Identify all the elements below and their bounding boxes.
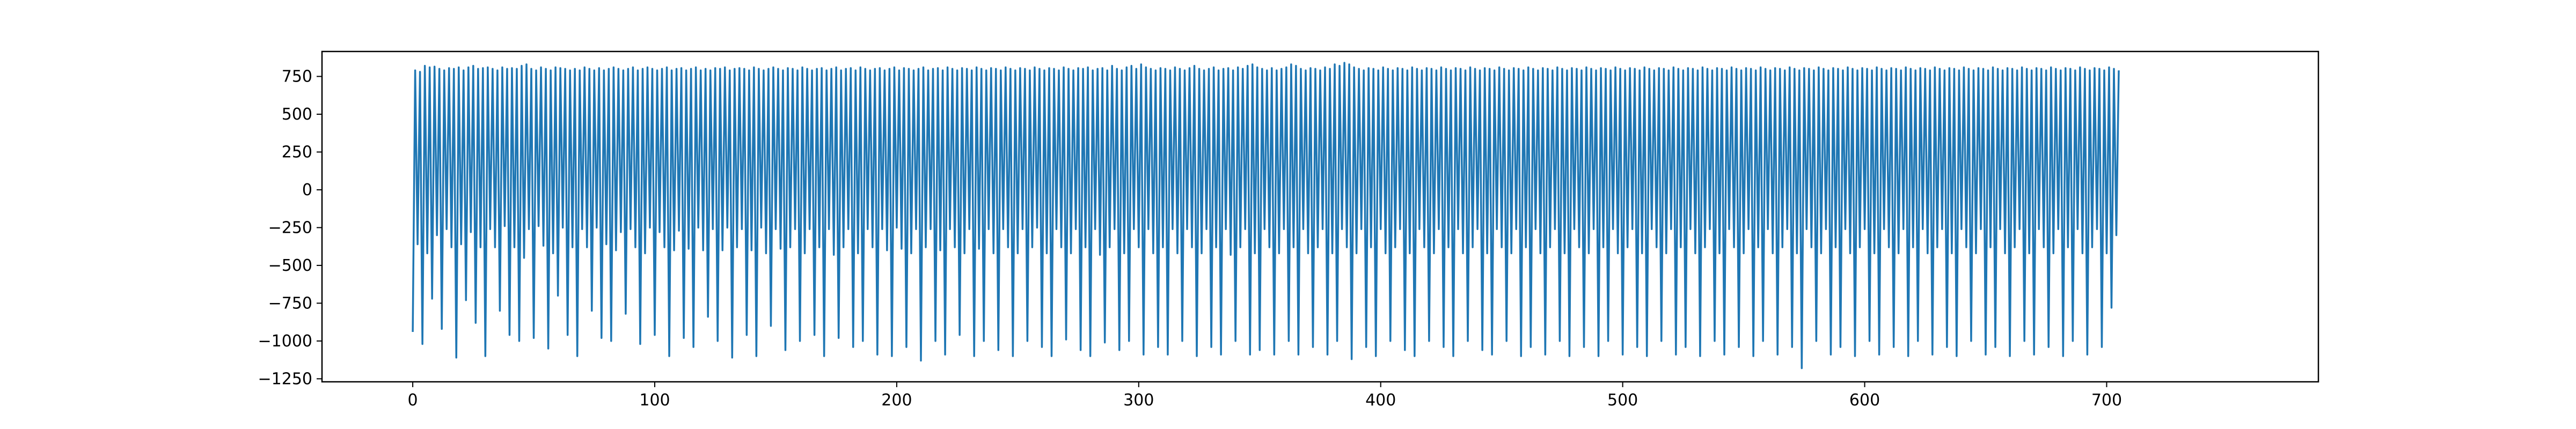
x-tick-label: 600: [1849, 391, 1880, 410]
y-tick-label: −500: [268, 256, 312, 275]
y-tick-label: 250: [282, 143, 312, 161]
x-tick-label: 400: [1365, 391, 1396, 410]
y-tick-label: 0: [302, 181, 312, 199]
x-tick-label: 500: [1607, 391, 1638, 410]
x-axis: 0 100 200 300 400 500 600 700: [408, 382, 2122, 410]
x-tick-label: 100: [639, 391, 670, 410]
x-tick-label: 300: [1123, 391, 1154, 410]
plot-area: [412, 62, 2120, 369]
x-tick-label: 0: [408, 391, 418, 410]
y-tick-label: 750: [282, 68, 312, 86]
y-tick-label: −1000: [258, 332, 312, 351]
series-line: [412, 62, 2120, 369]
axes-frame: [321, 50, 2319, 383]
y-tick-label: −1250: [258, 369, 312, 388]
y-axis: −1250 −1000 −750 −500 −250 0 250 500 750: [258, 68, 322, 388]
x-tick-label: 700: [2091, 391, 2122, 410]
y-tick-label: −250: [268, 218, 312, 237]
y-tick-label: 500: [282, 105, 312, 124]
x-tick-label: 200: [881, 391, 912, 410]
y-tick-label: −750: [268, 294, 312, 313]
